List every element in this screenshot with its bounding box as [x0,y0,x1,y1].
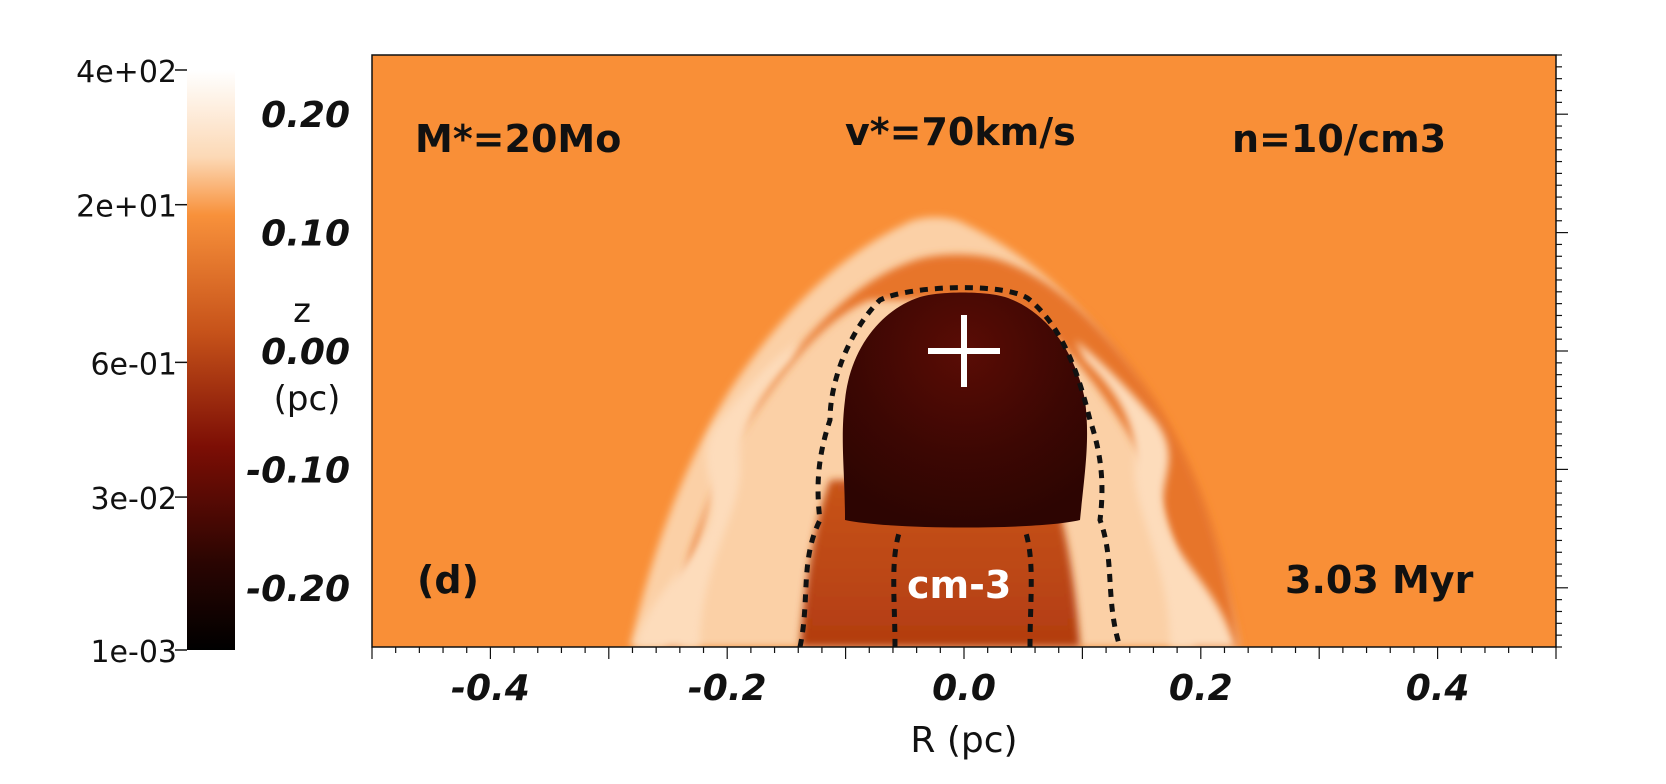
annotation-mass: M*=20Mo [415,117,621,161]
colorbar-tick-label: 1e-03 [90,635,177,670]
annotation-density: n=10/cm3 [1232,117,1446,161]
colorbar [187,70,235,650]
y-tick-label: -0.20 [246,569,350,610]
y-tick-labels: 0.20 0.10 0.00 -0.10 -0.20 [246,95,350,610]
x-tick-label: 0.4 [1406,668,1470,709]
x-tick-label: -0.4 [451,668,530,709]
annotation-units: cm-3 [907,563,1011,607]
annotation-time: 3.03 Myr [1285,558,1474,602]
colorbar-tick-label: 6e-01 [90,347,177,382]
x-tick-label: -0.2 [688,668,767,709]
y-tick-label: 0.00 [261,332,350,373]
x-tick-label: 0.0 [932,668,996,709]
y-tick-label: -0.10 [246,450,350,491]
colorbar-ticks: 4e+02 2e+01 6e-01 3e-02 1e-03 [76,55,187,670]
colorbar-tick-label: 4e+02 [76,55,177,90]
y-axis-label: z [293,291,311,331]
panel-label: (d) [417,558,479,602]
x-tick-labels: -0.4 -0.2 0.0 0.2 0.4 [451,668,1469,709]
y-tick-label: 0.20 [261,95,350,136]
y-tick-label: 0.10 [261,214,350,255]
y-axis-units: (pc) [274,379,341,419]
colorbar-tick-label: 3e-02 [90,482,177,517]
x-axis-label: R (pc) [910,720,1017,761]
x-tick-label: 0.2 [1169,668,1233,709]
colorbar-tick-label: 2e+01 [76,190,177,225]
annotation-velocity: v*=70km/s [845,110,1076,154]
